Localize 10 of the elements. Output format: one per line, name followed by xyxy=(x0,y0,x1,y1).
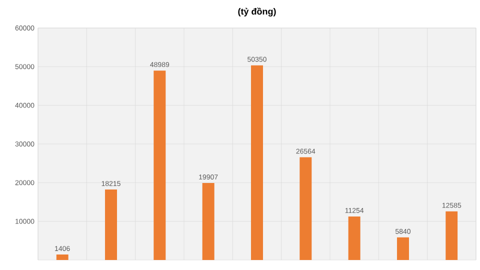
bar xyxy=(348,216,360,260)
bar xyxy=(56,254,68,260)
bar xyxy=(396,237,409,260)
bar xyxy=(154,70,166,260)
bar xyxy=(446,211,458,260)
bar xyxy=(202,183,214,260)
chart-title: (tỷ đồng) xyxy=(238,8,276,16)
bar xyxy=(105,190,118,260)
bar xyxy=(251,65,263,260)
bar xyxy=(300,157,312,260)
